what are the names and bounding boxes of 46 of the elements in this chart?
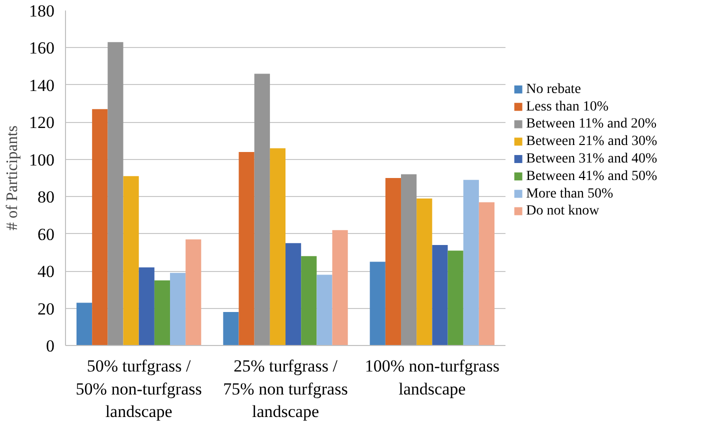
bar xyxy=(108,42,124,346)
bar xyxy=(154,280,170,346)
legend-label: Between 31% and 40% xyxy=(526,152,658,167)
y-tick-label: 160 xyxy=(29,38,54,58)
y-tick-label: 120 xyxy=(29,113,54,132)
bar xyxy=(370,262,386,346)
bar xyxy=(316,274,332,346)
bar xyxy=(401,174,417,346)
y-tick-label: 100 xyxy=(29,150,54,170)
legend-label: Between 41% and 50% xyxy=(526,168,658,184)
bar xyxy=(478,202,494,346)
bar xyxy=(286,243,302,346)
bar xyxy=(416,198,432,346)
bar xyxy=(92,109,108,346)
y-tick-label: 40 xyxy=(38,262,54,282)
bar xyxy=(238,152,254,346)
x-tick-label: 25% turfgrass / 75% non turfgrass landscape xyxy=(223,356,348,422)
y-tick-label: 0 xyxy=(46,336,54,356)
bar xyxy=(170,272,186,346)
bar xyxy=(301,256,317,346)
y-tick-label: 180 xyxy=(29,2,54,20)
bar xyxy=(463,180,479,346)
legend-label: Less than 10% xyxy=(526,99,609,114)
x-tick-label: 50% turfgrass / 50% non-turfgrass landscape xyxy=(76,356,202,422)
bar xyxy=(123,176,139,346)
legend-label: Do not know xyxy=(526,204,600,219)
bar xyxy=(76,302,92,346)
bar xyxy=(385,178,401,346)
bar xyxy=(270,148,286,346)
bar xyxy=(432,245,448,346)
y-axis-title: # of Participants xyxy=(4,126,21,230)
bar xyxy=(138,267,154,346)
bar xyxy=(332,230,348,346)
bar xyxy=(254,74,270,346)
y-tick-label: 20 xyxy=(38,299,54,318)
legend-label: More than 50% xyxy=(526,186,614,202)
legend-label: Between 21% and 30% xyxy=(526,134,658,150)
legend-label: No rebate xyxy=(526,82,581,97)
bar xyxy=(186,239,202,346)
bar xyxy=(223,312,239,346)
bar xyxy=(448,250,464,346)
x-tick-label: 100% non-turfgrass landscape xyxy=(364,356,500,398)
y-tick-label: 80 xyxy=(38,188,54,207)
y-tick-label: 60 xyxy=(38,224,54,244)
y-tick-label: 140 xyxy=(29,76,54,95)
legend-label: Between 11% and 20% xyxy=(526,116,657,132)
